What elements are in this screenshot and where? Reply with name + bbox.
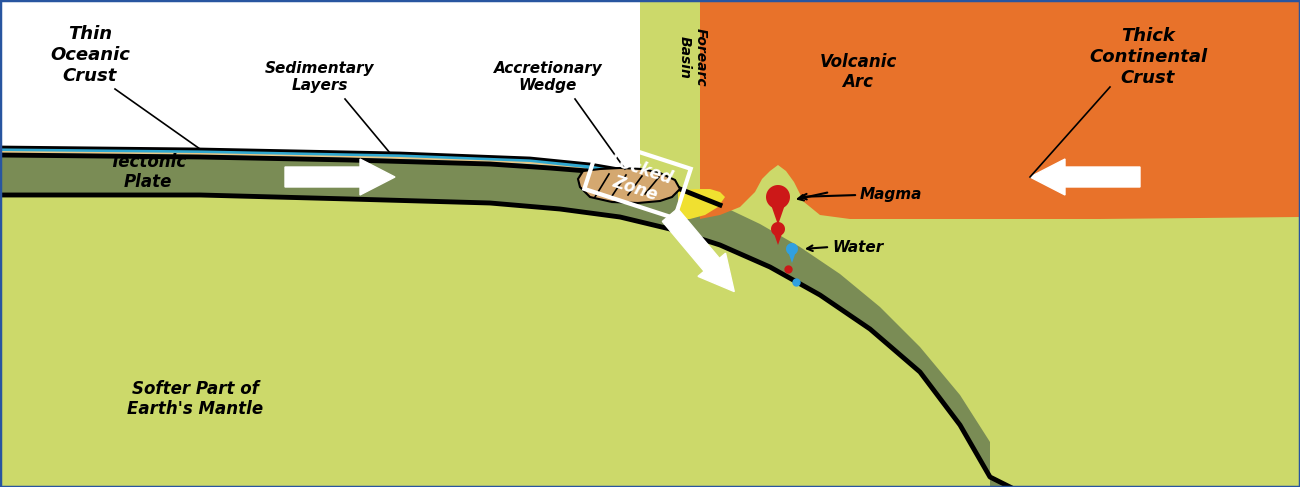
Polygon shape (788, 251, 796, 263)
Polygon shape (578, 168, 680, 203)
Polygon shape (770, 201, 786, 225)
Text: Sedimentary
Layers: Sedimentary Layers (265, 61, 374, 93)
Bar (584, 139, 690, 218)
Polygon shape (771, 222, 785, 236)
Polygon shape (774, 231, 783, 245)
Text: Water: Water (832, 240, 883, 255)
Text: Magma: Magma (861, 187, 923, 203)
Polygon shape (766, 185, 790, 209)
Text: Locked
Zone: Locked Zone (601, 150, 675, 207)
Text: Thin
Oceanic
Crust: Thin Oceanic Crust (51, 25, 130, 85)
Text: Forearc
Basin: Forearc Basin (677, 28, 709, 86)
FancyArrow shape (285, 159, 395, 195)
Polygon shape (679, 189, 725, 219)
Text: Thick
Continental
Crust: Thick Continental Crust (1089, 27, 1208, 87)
Polygon shape (786, 243, 798, 255)
Polygon shape (0, 0, 640, 172)
Text: Tectonic
Plate: Tectonic Plate (109, 152, 187, 191)
FancyArrow shape (662, 208, 734, 292)
Text: Accretionary
Wedge: Accretionary Wedge (494, 61, 602, 93)
Polygon shape (0, 151, 588, 170)
Text: Softer Part of
Earth's Mantle: Softer Part of Earth's Mantle (127, 379, 263, 418)
Text: Volcanic
Arc: Volcanic Arc (819, 53, 897, 92)
Polygon shape (0, 155, 1010, 487)
Polygon shape (699, 0, 1300, 219)
FancyArrow shape (1030, 159, 1140, 195)
Polygon shape (0, 147, 625, 177)
